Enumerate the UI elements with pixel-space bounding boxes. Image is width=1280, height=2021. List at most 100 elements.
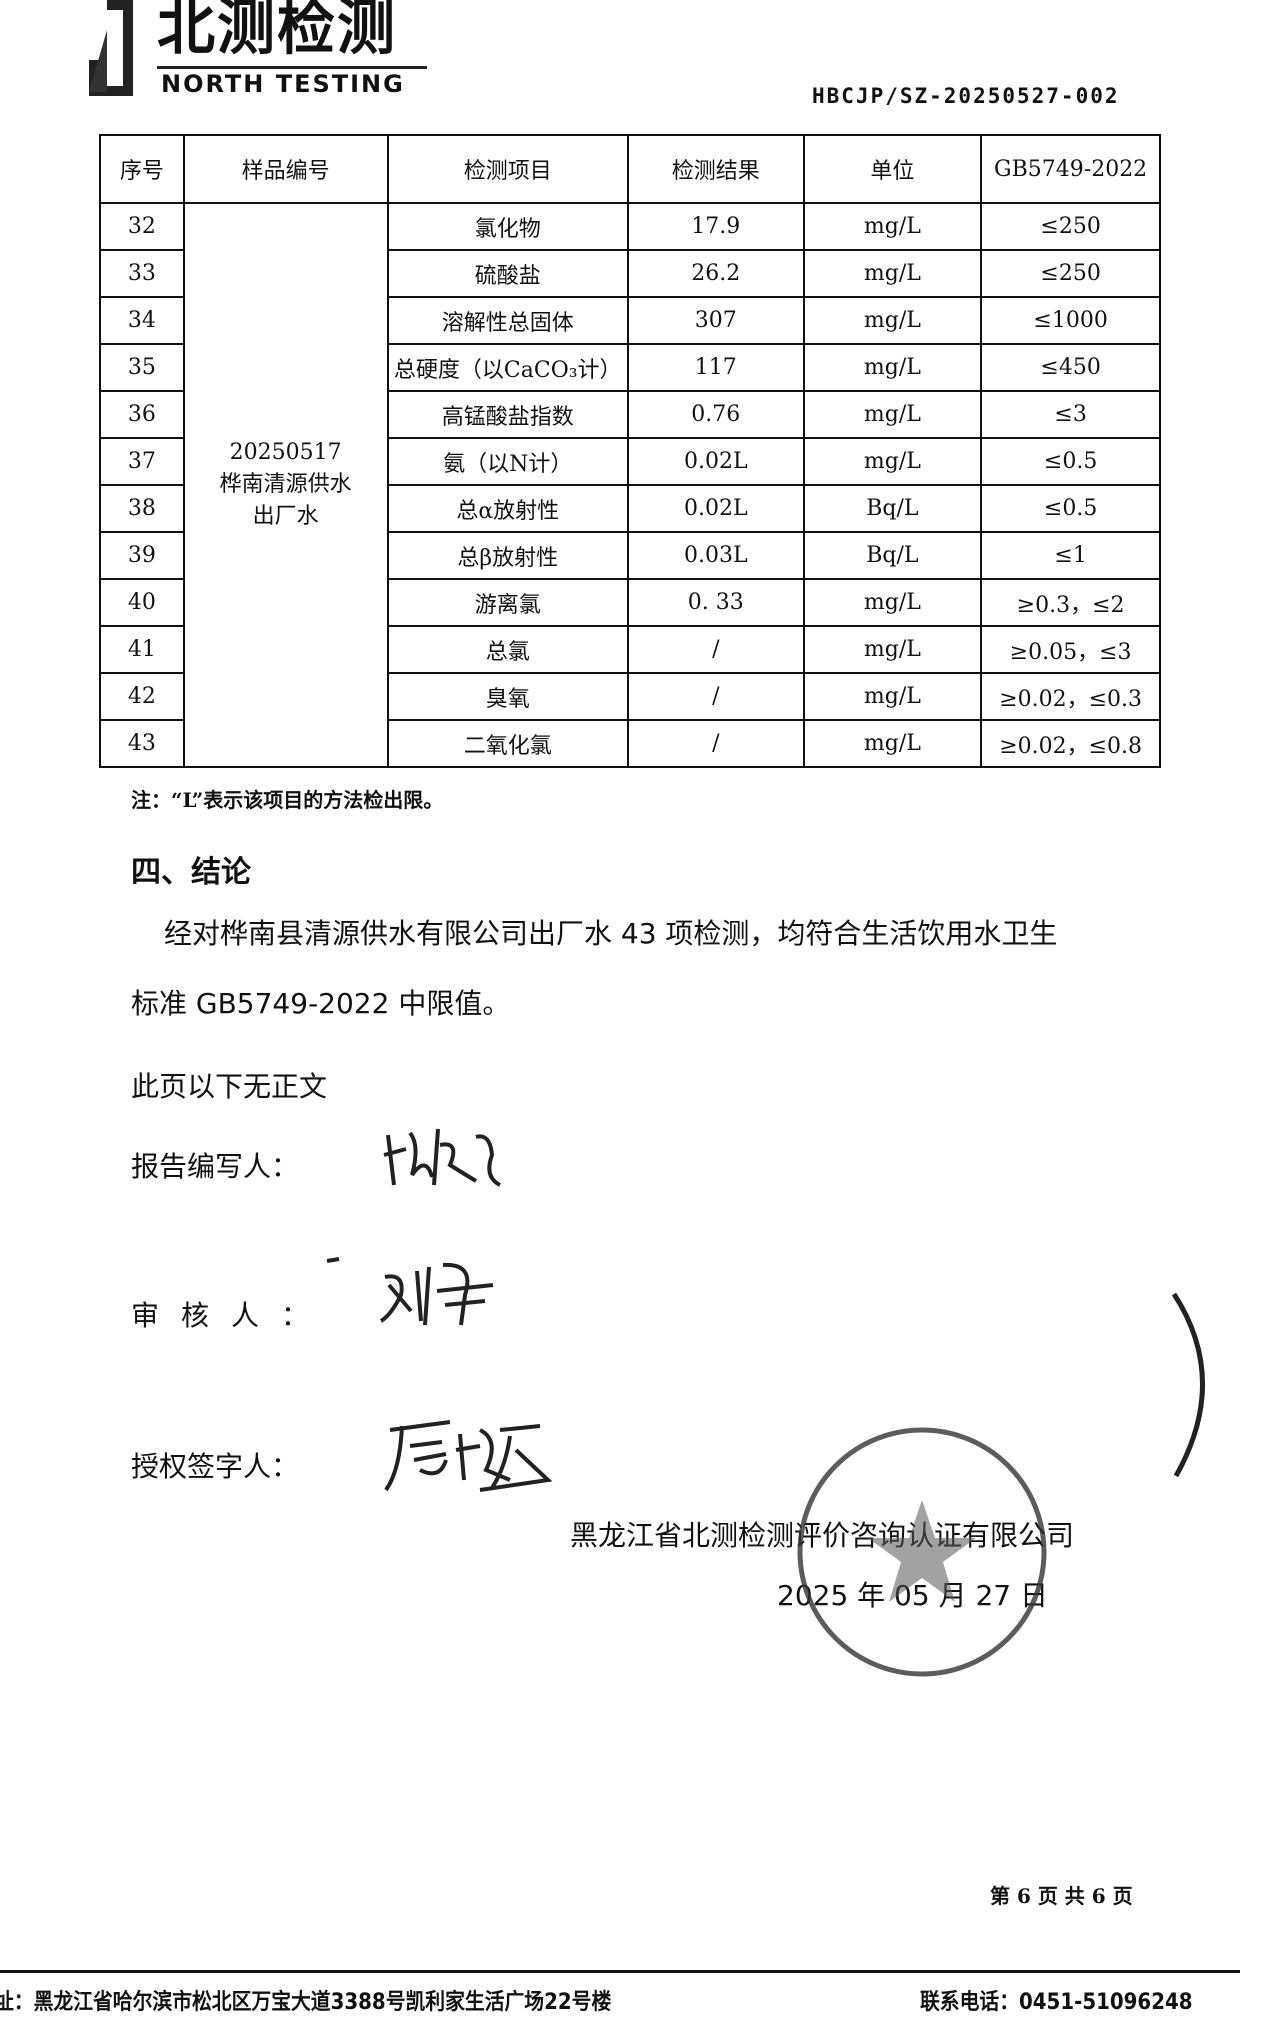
table-row: 32 20250517 桦南清源供水 出厂水 氯化物 17.9 mg/L ≤250 <box>99 202 1161 768</box>
standard-limit: ≤3 <box>980 390 1161 439</box>
table-row: 36 高锰酸盐指数 0.76 mg/L ≤3 <box>99 390 1161 439</box>
test-result: 0.76 <box>626 390 805 439</box>
standard-limit: ≤250 <box>980 249 1161 298</box>
row-number: 33 <box>99 249 185 298</box>
row-number: 34 <box>99 296 185 345</box>
partial-seal <box>1171 1292 1205 1478</box>
unit: mg/L <box>802 249 983 298</box>
unit: mg/L <box>802 390 983 439</box>
sample-id: 20250517 桦南清源供水 出厂水 <box>182 202 389 768</box>
footer-phone: 联系电话：0451-51096248 <box>920 1990 1193 2015</box>
test-result: 0.03L <box>626 531 805 580</box>
row-number: 39 <box>99 531 185 580</box>
test-result: / <box>626 719 805 768</box>
table-row: 35 总硬度（以CaCO₃计） 117 mg/L ≤450 <box>99 343 1161 392</box>
row-number: 37 <box>99 437 185 486</box>
standard-limit: ≤0.5 <box>980 437 1161 486</box>
table-row: 34 溶解性总固体 307 mg/L ≤1000 <box>99 296 1161 345</box>
col-header-result: 检测结果 <box>626 134 805 204</box>
test-item: 高锰酸盐指数 <box>386 390 629 439</box>
test-item: 溶解性总固体 <box>386 296 629 345</box>
logo-mark-icon <box>89 0 133 96</box>
approver-signature <box>384 1420 553 1492</box>
logo-chinese-text: 北测检测 <box>157 0 398 63</box>
unit: mg/L <box>802 343 983 392</box>
table-row: 40 游离氯 0. 33 mg/L ≥0.3，≤2 <box>99 578 1161 627</box>
row-number: 40 <box>99 578 185 627</box>
table-row: 41 总氯 / mg/L ≥0.05，≤3 <box>99 625 1161 674</box>
col-header-standard: GB5749-2022 <box>980 134 1161 204</box>
row-number: 42 <box>99 672 185 721</box>
col-header-item: 检测项目 <box>386 134 629 204</box>
footer-address: 址：黑龙江省哈尔滨市松北区万宝大道3388号凯利家生活广场22号楼 <box>0 1990 612 2015</box>
row-number: 43 <box>99 719 185 768</box>
test-result: 26.2 <box>626 249 805 298</box>
test-result: / <box>626 672 805 721</box>
standard-limit: ≥0.02，≤0.3 <box>980 672 1161 721</box>
row-number: 41 <box>99 625 185 674</box>
col-header-no: 序号 <box>99 134 185 204</box>
unit: Bq/L <box>802 484 983 533</box>
writer-signature <box>383 1128 502 1187</box>
unit: Bq/L <box>802 531 983 580</box>
test-result: / <box>626 625 805 674</box>
standard-limit: ≥0.05，≤3 <box>980 625 1161 674</box>
conclusion-heading: 四、结论 <box>131 855 251 890</box>
test-item: 氯化物 <box>386 202 629 251</box>
test-result: 0.02L <box>626 437 805 486</box>
col-header-sample-id: 样品编号 <box>182 134 389 204</box>
test-item: 臭氧 <box>386 672 629 721</box>
test-item: 二氧化氯 <box>386 719 629 768</box>
standard-limit: ≤450 <box>980 343 1161 392</box>
test-result: 0.02L <box>626 484 805 533</box>
unit: mg/L <box>802 625 983 674</box>
table-note: 注：“L”表示该项目的方法检出限。 <box>131 788 444 812</box>
test-item: 总α放射性 <box>386 484 629 533</box>
test-result: 17.9 <box>626 202 805 251</box>
test-item: 总β放射性 <box>386 531 629 580</box>
unit: mg/L <box>802 202 983 251</box>
col-header-unit: 单位 <box>802 134 983 204</box>
row-number: 32 <box>99 202 185 251</box>
test-item: 硫酸盐 <box>386 249 629 298</box>
unit: mg/L <box>802 437 983 486</box>
report-number: HBCJP/SZ-20250527-002 <box>812 84 1120 108</box>
table-header-row: 序号 样品编号 检测项目 检测结果 单位 GB5749-2022 <box>99 134 1161 204</box>
test-item: 游离氯 <box>386 578 629 627</box>
end-of-text-note: 此页以下无正文 <box>131 1070 328 1103</box>
table-row: 37 氨（以N计） 0.02L mg/L ≤0.5 <box>99 437 1161 486</box>
unit: mg/L <box>802 672 983 721</box>
results-table: 序号 样品编号 检测项目 检测结果 单位 GB5749-2022 32 20250… <box>99 134 1161 768</box>
unit: mg/L <box>802 578 983 627</box>
standard-limit: ≥0.3，≤2 <box>980 578 1161 627</box>
test-item: 总氯 <box>386 625 629 674</box>
reviewer-signature <box>326 1257 494 1326</box>
logo-english-text: NORTH TESTING <box>161 70 405 98</box>
conclusion-text-line-2: 标准 GB5749-2022 中限值。 <box>131 987 511 1020</box>
unit: mg/L <box>802 719 983 768</box>
test-item: 总硬度（以CaCO₃计） <box>386 343 629 392</box>
table-row: 33 硫酸盐 26.2 mg/L ≤250 <box>99 249 1161 298</box>
company-name: 黑龙江省北测检测评价咨询认证有限公司 <box>570 1519 1075 1552</box>
standard-limit: ≤250 <box>980 202 1161 251</box>
row-number: 36 <box>99 390 185 439</box>
standard-limit: ≤1000 <box>980 296 1161 345</box>
footer-divider <box>0 1970 1240 1973</box>
standard-limit: ≤1 <box>980 531 1161 580</box>
unit: mg/L <box>802 296 983 345</box>
test-item: 氨（以N计） <box>386 437 629 486</box>
official-seal <box>797 1427 1047 1677</box>
standard-limit: ≤0.5 <box>980 484 1161 533</box>
company-logo: 北测检测 NORTH TESTING <box>87 0 432 98</box>
table-row: 38 总α放射性 0.02L Bq/L ≤0.5 <box>99 484 1161 533</box>
test-result: 307 <box>626 296 805 345</box>
test-result: 117 <box>626 343 805 392</box>
row-number: 35 <box>99 343 185 392</box>
writer-label: 报告编写人： <box>131 1150 300 1183</box>
approver-label: 授权签字人： <box>131 1450 300 1483</box>
table-row: 39 总β放射性 0.03L Bq/L ≤1 <box>99 531 1161 580</box>
standard-limit: ≥0.02，≤0.8 <box>980 719 1161 768</box>
logo-divider <box>157 66 427 69</box>
seal-star-icon <box>868 1500 976 1602</box>
table-row: 42 臭氧 / mg/L ≥0.02，≤0.3 <box>99 672 1161 721</box>
